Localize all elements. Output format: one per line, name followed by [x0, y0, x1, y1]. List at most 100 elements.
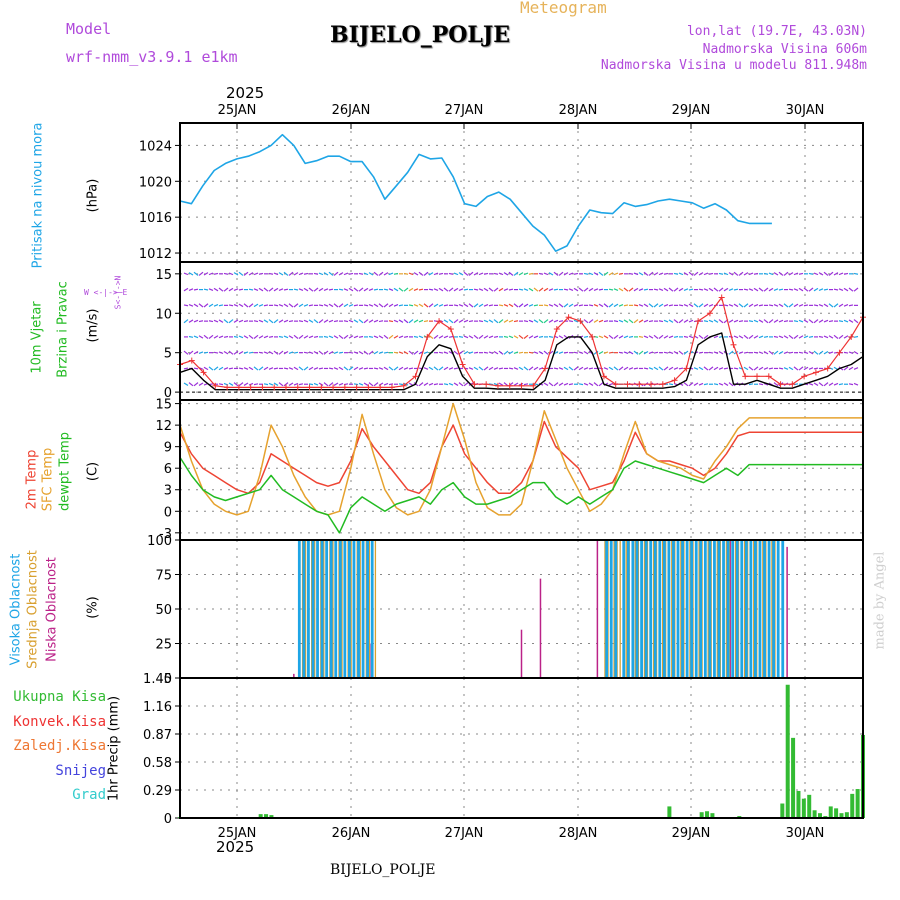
wind-barb — [408, 272, 414, 276]
wind-barb — [183, 272, 189, 276]
wind-barb — [333, 382, 339, 386]
wind-barb — [668, 335, 674, 339]
precip-bar — [817, 813, 822, 818]
model-label: Model — [66, 20, 112, 38]
wind-barb — [373, 367, 379, 370]
wind-barb — [253, 334, 259, 339]
wind-barb — [563, 288, 569, 291]
wind-barb — [373, 382, 379, 387]
wind-barb — [703, 303, 709, 308]
wind-barb — [798, 366, 804, 371]
wind-barb — [688, 271, 694, 276]
wind-barb — [843, 304, 849, 307]
wind-barb — [403, 335, 409, 338]
wind-barb — [528, 335, 534, 339]
wind-barb — [603, 303, 609, 308]
wind-barb — [718, 319, 724, 324]
wind-barb — [753, 304, 759, 307]
high-cloud-bar — [763, 540, 766, 678]
wind-barb — [568, 288, 574, 291]
wind-barb — [488, 335, 494, 339]
wind-barb — [588, 382, 594, 386]
wind-barb — [633, 304, 639, 307]
wind-barb — [683, 304, 689, 307]
wind-barb — [448, 287, 454, 292]
wind-barb — [828, 335, 834, 339]
wind-barb — [398, 383, 404, 386]
wind-barb — [293, 303, 299, 308]
wind-barb — [693, 271, 699, 276]
wind-barb — [458, 272, 464, 276]
wind-barb — [318, 350, 324, 355]
high-cloud-bar — [681, 540, 684, 678]
high-cloud-bar — [740, 540, 744, 678]
wind-barb — [388, 288, 394, 291]
wind-barb — [733, 367, 739, 370]
wind-barb — [658, 288, 664, 291]
wind-barb — [328, 303, 334, 308]
wind-barb — [808, 272, 814, 275]
wind-barb — [578, 383, 584, 386]
wind-barb — [578, 366, 584, 371]
wind-barb — [293, 351, 299, 354]
wind-barb — [193, 288, 199, 291]
wind-barb — [413, 288, 419, 291]
cloud-tick-label: 75 — [155, 569, 172, 584]
wind-barb — [553, 367, 559, 370]
wind-barb — [343, 303, 349, 308]
wind-barb — [753, 335, 759, 339]
wind-barb — [318, 382, 324, 386]
high-cloud-bar — [690, 540, 694, 678]
wind-barb — [568, 303, 574, 308]
wind-barb — [543, 304, 549, 307]
wind-barb — [768, 272, 774, 276]
wind-barb — [778, 335, 784, 339]
wind-barb — [483, 366, 489, 371]
high-cloud-bar — [343, 540, 347, 678]
wind-barb — [768, 287, 774, 292]
wind-barb — [323, 350, 329, 355]
high-cloud-bar — [609, 540, 613, 678]
wind-barb — [208, 334, 214, 339]
wind-barb — [838, 334, 844, 339]
wind-barb — [563, 303, 569, 308]
wind-barb — [433, 303, 439, 308]
wind-barb — [758, 287, 764, 292]
pressure-tick-label: 1020 — [139, 175, 172, 190]
wind-barb — [538, 319, 544, 324]
wind-barb — [433, 383, 439, 386]
wind-barb — [728, 350, 734, 355]
wind-barb — [503, 272, 509, 276]
wind-barb — [558, 320, 564, 323]
wind-barb — [638, 272, 644, 276]
high-cloud-bar — [366, 540, 370, 678]
wind-barb — [473, 334, 479, 339]
wind-barb — [558, 335, 564, 339]
high-cloud-bar — [357, 540, 360, 678]
wind-barb — [608, 272, 614, 276]
temp-tick-label: 12 — [155, 419, 172, 434]
wind-barb — [538, 350, 544, 355]
precip-bar — [264, 814, 269, 818]
wind-barb — [363, 272, 369, 276]
wind-barb — [513, 271, 519, 276]
wind-barb — [313, 319, 319, 324]
wind-barb — [793, 320, 799, 323]
wind-barb — [813, 304, 819, 307]
wind-barb — [438, 272, 444, 275]
wind-barb — [683, 319, 689, 323]
wind-barb — [313, 350, 319, 355]
wind-barb — [458, 288, 464, 291]
wind-barb — [683, 288, 689, 291]
wind-barb — [428, 334, 434, 339]
wind-tick-label: 10 — [155, 307, 172, 322]
wind-barb — [813, 350, 819, 355]
wind-barb — [618, 304, 624, 307]
wind-barb — [798, 319, 804, 323]
wind-barb — [203, 366, 209, 371]
wind-barb — [303, 335, 309, 339]
wind-barb — [273, 382, 279, 386]
wind-barb — [633, 367, 639, 370]
wind-barb — [553, 303, 559, 308]
high-cloud-bar — [361, 540, 365, 678]
